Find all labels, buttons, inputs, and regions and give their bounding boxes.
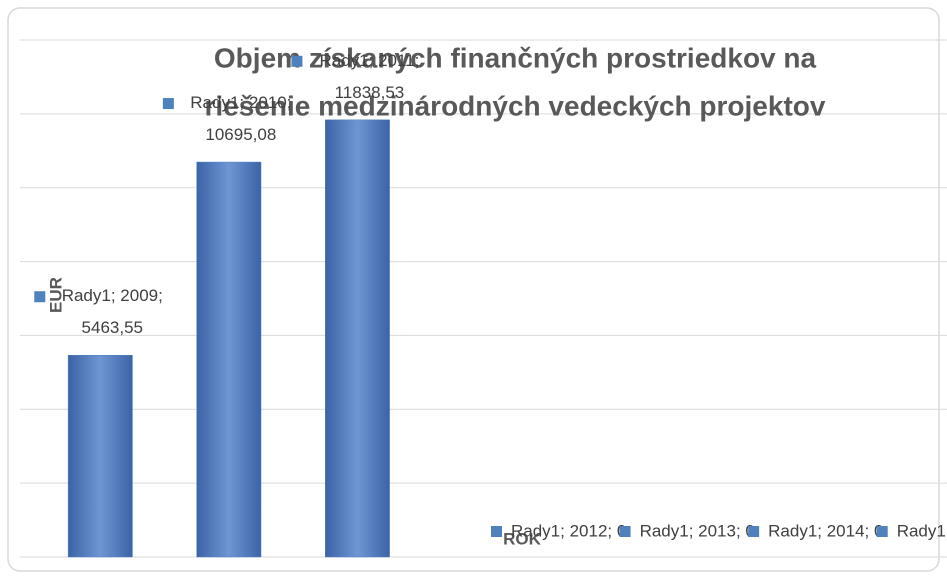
legend-key <box>291 55 303 67</box>
data-label: Rady1; 2014; 0 <box>768 521 883 540</box>
legend-key <box>876 526 888 537</box>
bar <box>67 354 133 558</box>
data-label: Rady1; 2009; 5463,55 <box>62 287 163 338</box>
legend-key <box>491 526 502 537</box>
data-labels: Rady1; 2009; 5463,55 Rady1; 2010; 10695,08 R… <box>34 51 947 540</box>
legend-key <box>34 291 46 303</box>
bar <box>325 119 390 558</box>
legend-key <box>619 526 631 537</box>
grid <box>20 39 947 558</box>
legend-key <box>748 526 760 537</box>
x-axis-title: ROK <box>503 529 542 548</box>
bar <box>196 161 262 558</box>
bars <box>67 119 390 558</box>
data-label: Rady1; 2011; 11838,53 <box>319 51 419 102</box>
y-axis-title: EUR <box>46 277 65 313</box>
data-label: Rady1; 2012; 0 <box>511 521 626 540</box>
data-label: Rady1; 2015; 0 <box>897 521 947 540</box>
data-label: Rady1; 2010; 10695,08 <box>190 94 291 145</box>
chart-title: riešenie medzinárodných vedeckých projek… <box>205 90 826 121</box>
data-label: Rady1; 2013; 0 <box>640 521 755 540</box>
legend-key <box>162 98 174 110</box>
chart-title: Objem získaných finančných prostriedkov … <box>214 42 817 73</box>
